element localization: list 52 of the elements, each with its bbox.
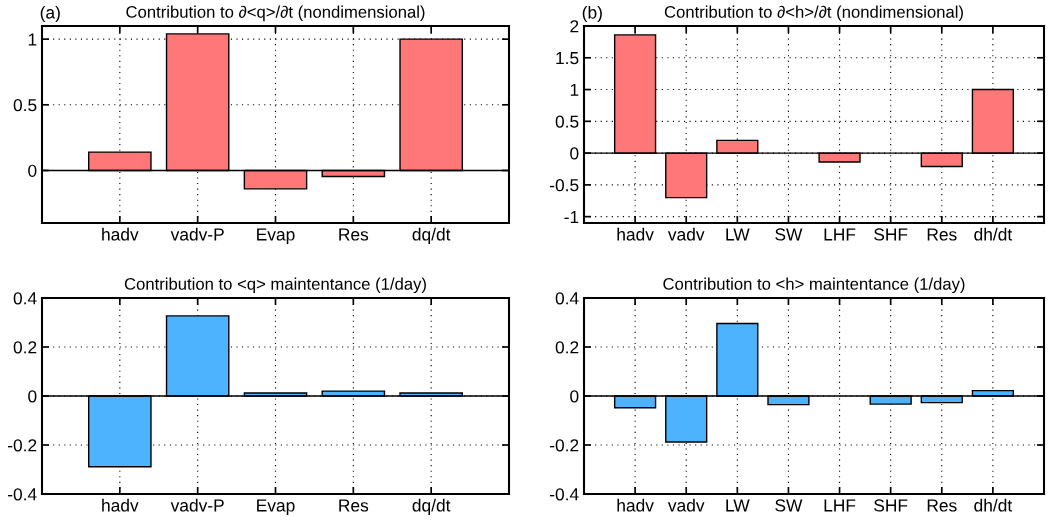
chart-title: Contribution to ∂<q>/∂t (nondimensional) bbox=[126, 5, 425, 22]
chart-title: Contribution to <q> maintentance (1/day) bbox=[124, 277, 426, 294]
x-tick-label: Evap bbox=[257, 228, 295, 245]
x-tick-label: SHF bbox=[874, 228, 908, 241]
text: (b) bbox=[582, 5, 602, 23]
x-tick-label: SW bbox=[775, 499, 803, 512]
y-tick-label: 0 bbox=[28, 164, 37, 177]
y-tick-label: -0.4 bbox=[550, 488, 579, 501]
y-tick-label: -0.4 bbox=[8, 488, 37, 501]
y-tick-label: 0 bbox=[570, 147, 579, 160]
y-tick-label: 0.2 bbox=[13, 341, 37, 354]
y-tick-label: -0.2 bbox=[550, 439, 579, 452]
x-tick-label: Res bbox=[339, 228, 369, 241]
x-tick-label: dq/dt bbox=[412, 498, 451, 516]
x-tick-label: hadv bbox=[102, 498, 139, 512]
y-tick-label: 0.2 bbox=[555, 341, 579, 354]
text: (a) bbox=[40, 5, 60, 23]
y-tick-label: 0 bbox=[570, 390, 579, 403]
x-tick-label: vadv bbox=[667, 227, 705, 241]
x-tick-label: hadv bbox=[102, 227, 139, 241]
x-tick-label: LW bbox=[726, 499, 750, 512]
x-tick-label: vadv-P bbox=[170, 227, 224, 241]
x-tick-label: LW bbox=[726, 228, 750, 241]
y-tick-label: 1 bbox=[28, 33, 37, 46]
y-tick-label: 0.4 bbox=[13, 292, 37, 305]
x-tick-label: SW bbox=[775, 228, 803, 241]
x-tick-label: Res bbox=[927, 499, 957, 512]
x-tick-label: Evap bbox=[257, 499, 295, 516]
x-tick-label: SHF bbox=[874, 499, 908, 512]
y-tick-label: 1 bbox=[570, 83, 579, 96]
y-tick-label: 2 bbox=[570, 20, 579, 33]
x-tick-label: dh/dt bbox=[974, 227, 1013, 241]
y-tick-label: -0.2 bbox=[8, 439, 37, 452]
y-tick-label: -0.5 bbox=[550, 179, 579, 192]
x-tick-label: LHF bbox=[824, 228, 856, 241]
chart-title: Contribution to <h> maintentance (1/day) bbox=[663, 277, 965, 294]
x-tick-label: Res bbox=[339, 499, 369, 512]
x-tick-label: dq/dt bbox=[412, 227, 451, 245]
y-tick-label: 0 bbox=[28, 390, 37, 403]
chart-title: Contribution to ∂<h>/∂t (nondimensional) bbox=[664, 5, 963, 22]
y-tick-label: -1 bbox=[564, 210, 579, 223]
y-tick-label: 0.5 bbox=[555, 115, 579, 128]
x-tick-label: vadv-P bbox=[170, 498, 224, 512]
y-tick-label: 1.5 bbox=[556, 52, 579, 65]
x-tick-label: Res bbox=[927, 228, 957, 241]
y-tick-label: 0.5 bbox=[13, 98, 37, 112]
x-tick-label: hadv bbox=[617, 498, 654, 512]
x-tick-label: hadv bbox=[617, 227, 654, 241]
x-tick-label: LHF bbox=[824, 499, 856, 512]
x-tick-label: vadv bbox=[667, 498, 705, 512]
y-tick-label: 0.4 bbox=[555, 292, 579, 305]
x-tick-label: dh/dt bbox=[974, 498, 1013, 512]
